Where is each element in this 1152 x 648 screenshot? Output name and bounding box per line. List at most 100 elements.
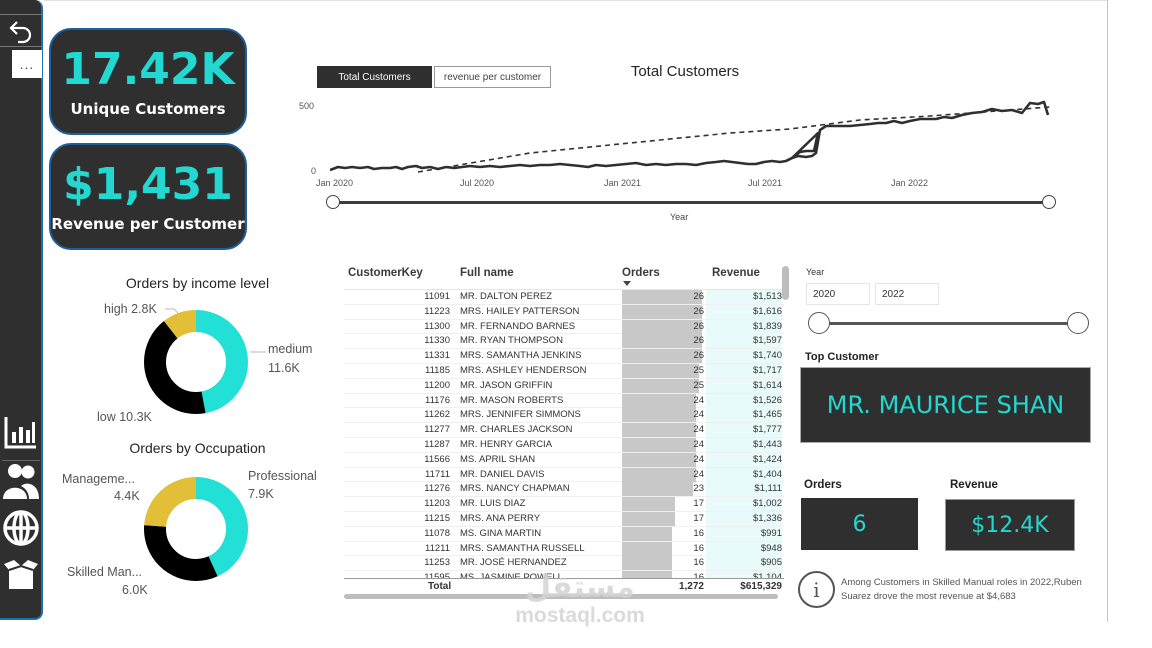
- line-chart-title: Total Customers: [630, 63, 740, 80]
- kpi-label: Unique Customers: [70, 99, 226, 118]
- revenue-card-title: Revenue: [950, 479, 998, 491]
- users-icon: [3, 464, 39, 499]
- more-label: ...: [19, 56, 35, 72]
- table-row[interactable]: 11595 MS. JASMINE POWELL 16 $1,104: [344, 571, 784, 578]
- income-donut-chart[interactable]: [140, 305, 260, 425]
- column-header-revenue[interactable]: Revenue: [712, 267, 760, 279]
- watermark-arabic: مستقل: [525, 571, 635, 604]
- kpi-value: 17.42K: [61, 43, 235, 95]
- label-low: low 10.3K: [97, 410, 152, 424]
- nav-geography-button[interactable]: [0, 508, 42, 548]
- year-to-input[interactable]: 2022: [875, 283, 939, 305]
- column-header-fullname[interactable]: Full name: [460, 267, 514, 279]
- label-management-value: 4.4K: [114, 489, 140, 503]
- label-skilled-name: Skilled Man...: [67, 565, 143, 579]
- date-range-start-handle[interactable]: [326, 195, 340, 209]
- table-row[interactable]: 11211 MRS. SAMANTHA RUSSELL 16 $948: [344, 541, 784, 557]
- label-management-name: Manageme...: [62, 472, 135, 486]
- total-customers-line-chart[interactable]: [330, 95, 1060, 180]
- insight-text: Among Customers in Skilled Manual roles …: [841, 577, 1082, 602]
- income-donut-title: Orders by income level: [125, 275, 270, 291]
- undo-arrow-icon: [9, 20, 32, 43]
- back-button[interactable]: [0, 14, 42, 47]
- x-tick: Jan 2022: [891, 178, 929, 188]
- table-row[interactable]: 11262 MRS. JENNIFER SIMMONS 24 $1,465: [344, 408, 784, 424]
- top-customer-name: MR. MAURICE SHAN: [826, 391, 1065, 419]
- label-professional-value: 7.9K: [248, 487, 274, 501]
- label-medium-name: medium: [268, 342, 313, 356]
- table-row[interactable]: 11331 MRS. SAMANTHA JENKINS 26 $1,740: [344, 349, 784, 364]
- label-medium-value: 11.6K: [268, 361, 300, 375]
- sort-desc-icon: [623, 281, 631, 286]
- x-tick: Jan 2020: [316, 178, 354, 188]
- orders-value: 6: [852, 511, 867, 537]
- column-header-customerkey[interactable]: CustomerKey: [348, 267, 423, 279]
- canvas-top-border: [44, 0, 1107, 1]
- revenue-card: $12.4K: [945, 499, 1075, 551]
- customer-table: CustomerKey Full name Orders Revenue 110…: [344, 262, 784, 592]
- kpi-revenue-per-customer: $1,431 Revenue per Customer: [49, 143, 247, 250]
- table-row[interactable]: 11277 MR. CHARLES JACKSON 24 $1,777: [344, 423, 784, 438]
- table-row[interactable]: 11711 MR. DANIEL DAVIS 24 $1,404: [344, 467, 784, 483]
- leader-lines: [165, 308, 266, 353]
- table-row[interactable]: 11176 MR. MASON ROBERTS 24 $1,526: [344, 393, 784, 409]
- table-vertical-scrollbar[interactable]: [782, 266, 789, 300]
- navigation-rail: ...: [0, 0, 43, 620]
- year-slicer-end-handle[interactable]: [1067, 312, 1089, 334]
- x-tick: Jan 2021: [604, 178, 642, 188]
- label-professional-name: Professional: [248, 469, 317, 483]
- customers-line: [330, 131, 820, 172]
- nav-customers-button[interactable]: [0, 461, 42, 501]
- table-row[interactable]: 11203 MR. LUIS DIAZ 17 $1,002: [344, 497, 784, 512]
- orders-card-title: Orders: [804, 479, 842, 491]
- column-header-orders[interactable]: Orders: [622, 267, 660, 279]
- table-total-row: Total 1,272 $615,329: [344, 578, 784, 593]
- table-body: 11091 MR. DALTON PEREZ 26 $1,513 11223 MRS. …: [344, 289, 784, 578]
- table-row[interactable]: 11223 MRS. HAILEY PATTERSON 26 $1,616: [344, 304, 784, 320]
- table-horizontal-scrollbar[interactable]: [344, 594, 778, 599]
- table-row[interactable]: 11330 MR. RYAN THOMPSON 26 $1,597: [344, 334, 784, 350]
- table-row[interactable]: 11200 MR. JASON GRIFFIN 25 $1,614: [344, 378, 784, 394]
- total-revenue: $615,329: [740, 581, 782, 592]
- kpi-unique-customers: 17.42K Unique Customers: [49, 28, 247, 135]
- more-options-button[interactable]: ...: [12, 50, 42, 78]
- nav-products-button[interactable]: [0, 555, 42, 595]
- year-slicer-start-handle[interactable]: [808, 312, 830, 334]
- year-slicer-title: Year: [806, 267, 825, 277]
- watermark: مستقل mostaql.com: [495, 572, 665, 628]
- occupation-donut-title: Orders by Occupation: [129, 440, 266, 456]
- table-row[interactable]: 11276 MRS. NANCY CHAPMAN 23 $1,111: [344, 482, 784, 498]
- table-row[interactable]: 11185 MRS. ASHLEY HENDERSON 25 $1,717: [344, 363, 784, 379]
- table-row[interactable]: 11566 MS. APRIL SHAN 24 $1,424: [344, 452, 784, 468]
- label-skilled-value: 6.0K: [122, 583, 148, 597]
- table-row[interactable]: 11287 MR. HENRY GARCIA 24 $1,443: [344, 437, 784, 453]
- top-customer-card: MR. MAURICE SHAN: [800, 367, 1091, 443]
- year-slicer-track[interactable]: [818, 322, 1078, 325]
- table-row[interactable]: 11253 MR. JOSÉ HERNANDEZ 16 $905: [344, 556, 784, 572]
- x-tick: Jul 2020: [460, 178, 495, 188]
- table-row[interactable]: 11078 MS. GINA MARTIN 16 $991: [344, 526, 784, 542]
- bar-chart-icon: [4, 417, 36, 449]
- kpi-value: $1,431: [63, 158, 233, 210]
- date-range-end-handle[interactable]: [1042, 195, 1056, 209]
- y-tick-0: 0: [311, 166, 317, 176]
- nav-report-button[interactable]: [0, 412, 42, 452]
- toggle-total-customers[interactable]: Total Customers: [317, 66, 432, 88]
- customers-line-2: [785, 100, 1050, 163]
- table-row[interactable]: 11300 MR. FERNANDO BARNES 26 $1,839: [344, 319, 784, 335]
- globe-icon: [3, 510, 39, 546]
- top-customer-title: Top Customer: [805, 351, 879, 363]
- date-range-track[interactable]: [333, 201, 1049, 204]
- y-tick-500: 500: [299, 101, 315, 111]
- occupation-donut-chart[interactable]: [140, 472, 260, 592]
- canvas-right-border: [1107, 0, 1108, 622]
- x-tick: Jul 2021: [748, 178, 783, 188]
- watermark-latin: mostaql.com: [515, 604, 645, 627]
- table-row[interactable]: 11091 MR. DALTON PEREZ 26 $1,513: [344, 290, 784, 305]
- orders-card: 6: [801, 498, 918, 550]
- table-row[interactable]: 11215 MRS. ANA PERRY 17 $1,336: [344, 511, 784, 527]
- total-orders: 1,272: [678, 581, 704, 592]
- toggle-revenue-per-customer[interactable]: revenue per customer: [434, 66, 551, 88]
- label-high: high 2.8K: [104, 302, 157, 316]
- year-from-input[interactable]: 2020: [806, 283, 870, 305]
